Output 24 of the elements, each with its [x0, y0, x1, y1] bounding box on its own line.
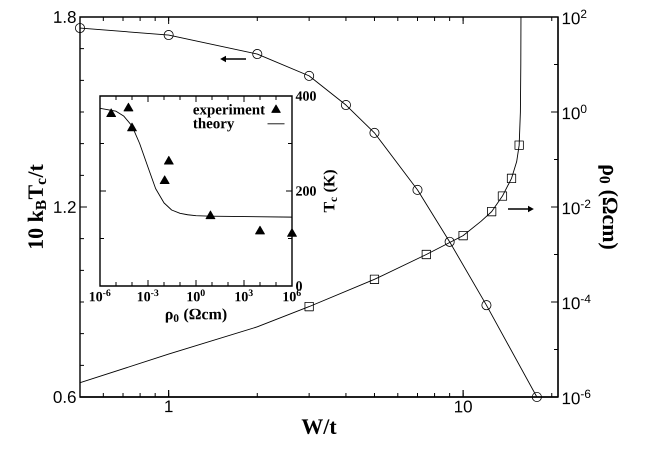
- y-tick-label: 10$^{2}$: [562, 10, 586, 24]
- legend-label: experiment: [193, 104, 266, 118]
- y-tick-label: 200: [296, 186, 316, 196]
- x-tick-label: 10$^{-6}$: [90, 290, 111, 302]
- x-tick-label: 1: [165, 400, 173, 412]
- y-tick-label: 1.2: [54, 201, 76, 213]
- x-tick-label: 10$^{6}$: [283, 290, 301, 302]
- x-tick-label: 10$^{-3}$: [138, 290, 158, 302]
- x-tick-label: 10$^{0}$: [187, 290, 205, 302]
- x-tick-label: 10$^{3}$: [235, 290, 253, 302]
- y-tick-label: 10$^{0}$: [562, 104, 586, 120]
- y-tick-label: 1.8: [54, 11, 76, 23]
- y-tick-label: 10$^{-2}$: [562, 200, 590, 214]
- y-tick-label: 10$^{-4}$: [562, 294, 591, 310]
- x-axis-title: ρ$_{0}$ (Ωcm): [166, 308, 226, 323]
- y-tick-label: 0: [296, 281, 302, 291]
- y-axis-title: T$_{c}$ (K): [323, 170, 338, 212]
- y-tick-label: 400: [296, 91, 316, 101]
- legend-label: theory: [193, 118, 234, 132]
- y-tick-label: 0.6: [54, 391, 76, 403]
- x-tick-label: 10: [455, 400, 472, 413]
- x-axis-title: W/t: [302, 419, 337, 434]
- y-axis-title: 10 k$_{B}$T$_{c}$/t: [28, 164, 46, 248]
- y-axis-title: ρ$_{0}$ (Ωcm): [598, 166, 618, 249]
